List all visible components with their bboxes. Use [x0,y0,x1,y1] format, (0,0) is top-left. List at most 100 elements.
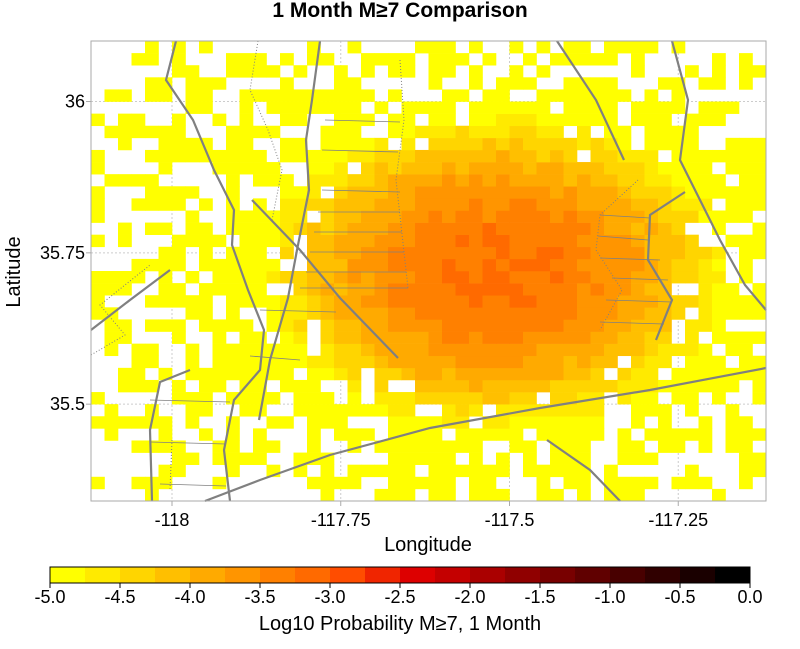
heatmap-cell [415,258,429,272]
heatmap-cell [388,295,402,308]
heatmap-cell [118,137,132,151]
heatmap-cell [536,89,551,102]
heatmap-cell [361,428,375,441]
heatmap-cell [712,186,726,199]
heatmap-cell [455,222,470,235]
heatmap-cell [550,319,564,332]
heatmap-cell [361,343,375,357]
heatmap-cell [644,355,659,369]
colorbar-swatch [435,567,471,583]
heatmap-cell [442,392,456,405]
heatmap-cell [631,271,645,284]
heatmap-cell [334,355,348,369]
heatmap-cell [563,41,578,54]
heatmap-cell [563,416,578,429]
heatmap-cell [685,392,699,405]
heatmap-cell [388,452,402,465]
heatmap-cell [509,186,524,199]
heatmap-cell [226,65,240,78]
heatmap-cell [415,186,429,199]
heatmap-cell [388,392,402,405]
heatmap-cell [212,452,227,465]
heatmap-cell [347,137,362,151]
heatmap-cell [226,186,240,199]
heatmap-cell [496,416,510,429]
colorbar-swatch [260,567,296,583]
heatmap-cell [253,89,267,102]
heatmap-cell [563,198,578,211]
heatmap-cell [739,210,753,223]
heatmap-cell [374,379,389,393]
heatmap-cell [698,149,713,163]
heatmap-cell [374,246,389,260]
heatmap-cell [293,343,308,357]
heatmap-cell [563,210,578,223]
heatmap-cell [752,162,767,175]
heatmap-cell [239,343,254,357]
heatmap-cell [523,452,537,465]
heatmap-cell [253,198,267,211]
heatmap-cell [550,246,564,260]
heatmap-cell [725,149,740,163]
heatmap-cell [752,355,767,369]
heatmap-cell [550,355,564,369]
heatmap-cell [320,392,335,405]
heatmap-cell [536,343,551,357]
heatmap-cell [334,101,348,114]
heatmap-cell [374,149,389,163]
heatmap-cell [617,428,632,441]
heatmap-cell [293,65,308,78]
heatmap-cell [415,295,429,308]
heatmap-cell [617,174,632,187]
heatmap-cell [563,343,578,357]
heatmap-cell [334,331,348,344]
heatmap-cell [91,234,105,248]
heatmap-cell [563,162,578,175]
heatmap-cell [523,283,537,296]
heatmap-cell [577,331,591,344]
heatmap-cell [550,295,564,308]
heatmap-cell [739,476,753,490]
heatmap-cell [482,343,497,357]
fault-line-dotted [249,40,283,221]
heatmap-cell [563,186,578,199]
colorbar-label: Log10 Probability M≥7, 1 Month [259,613,541,635]
heatmap-cell [172,452,186,465]
heatmap-cell [428,392,443,405]
heatmap-cell [536,416,551,429]
heatmap-cell [455,198,470,211]
heatmap-cell [577,174,591,187]
heatmap-cell [455,331,470,344]
heatmap-cell [482,488,497,502]
heatmap-cell [617,234,632,248]
heatmap-cell [536,367,551,381]
heatmap-cell [631,331,645,344]
heatmap-cell [590,367,605,381]
heatmap-cell [455,149,470,163]
heatmap-cell [550,283,564,296]
x-tick-label: -118 [155,510,190,530]
heatmap-cell [307,101,321,114]
heatmap-cell [590,162,605,175]
heatmap-cell [563,331,578,344]
heatmap-cell [401,113,416,127]
heatmap-cell [671,186,686,199]
heatmap-cell [496,89,510,102]
heatmap-cell [523,149,537,163]
heatmap-cell [401,307,416,320]
heatmap-cell [590,319,605,332]
heatmap-cell [266,101,281,114]
heatmap-cell [482,464,497,478]
heatmap-cell [266,307,281,320]
heatmap-cell [509,198,524,211]
heatmap-cell [644,307,659,320]
heatmap-cell [145,404,159,417]
heatmap-cell [698,428,713,441]
heatmap-cell [442,137,456,151]
heatmap-cell [482,222,497,235]
heatmap-cell [509,307,524,320]
heatmap-cell [469,428,483,441]
heatmap-cell [104,125,119,139]
heatmap-cell [469,295,483,308]
heatmap-cell [604,186,618,199]
